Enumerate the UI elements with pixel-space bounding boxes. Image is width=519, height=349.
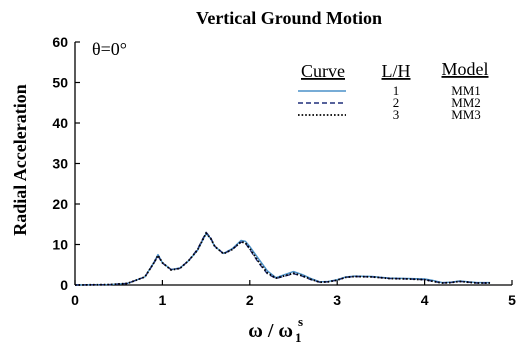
x-axis-label-subscript: 1 (295, 330, 302, 345)
legend-rows: 1 MM1 2 MM2 3 MM3 (298, 83, 481, 122)
legend-lh-value: 1 (393, 83, 400, 98)
x-tick-label: 1 (159, 292, 167, 308)
series-line-3 (74, 232, 491, 286)
series-line-1 (74, 232, 491, 286)
legend-model-value: MM2 (451, 95, 481, 110)
y-tick-label: 40 (52, 115, 68, 131)
y-tick-label: 0 (60, 277, 68, 293)
y-tick-label: 10 (52, 237, 68, 253)
legend-lh-value: 3 (393, 107, 400, 122)
legend: Curve L/H Model 1 MM1 2 MM2 3 MM3 (298, 59, 489, 122)
y-axis-label: Radial Acceleration (10, 84, 30, 235)
x-tick-label: 4 (421, 292, 429, 308)
y-tick-label: 50 (52, 75, 68, 91)
x-tick-label: 5 (508, 292, 516, 308)
series-line-2 (74, 231, 491, 286)
legend-lh-value: 2 (393, 95, 400, 110)
legend-model-value: MM1 (451, 83, 481, 98)
x-tick-label: 0 (71, 292, 79, 308)
legend-header-model: Model (442, 59, 489, 79)
y-tick-label: 20 (52, 196, 68, 212)
y-tick-label: 30 (52, 156, 68, 172)
series-group (74, 231, 491, 286)
legend-header-lh: L/H (382, 61, 411, 81)
angle-annotation: θ=0° (92, 39, 127, 59)
x-tick-label: 2 (246, 292, 254, 308)
x-axis-label: ω / ω 1 s (248, 314, 303, 345)
legend-header-curve: Curve (301, 61, 345, 81)
x-axis-label-superscript: s (298, 314, 303, 329)
x-tick-label: 3 (333, 292, 341, 308)
y-tick-label: 60 (52, 34, 68, 50)
legend-model-value: MM3 (451, 107, 481, 122)
x-axis-label-main: ω / ω (248, 320, 293, 342)
chart-title: Vertical Ground Motion (196, 8, 382, 28)
